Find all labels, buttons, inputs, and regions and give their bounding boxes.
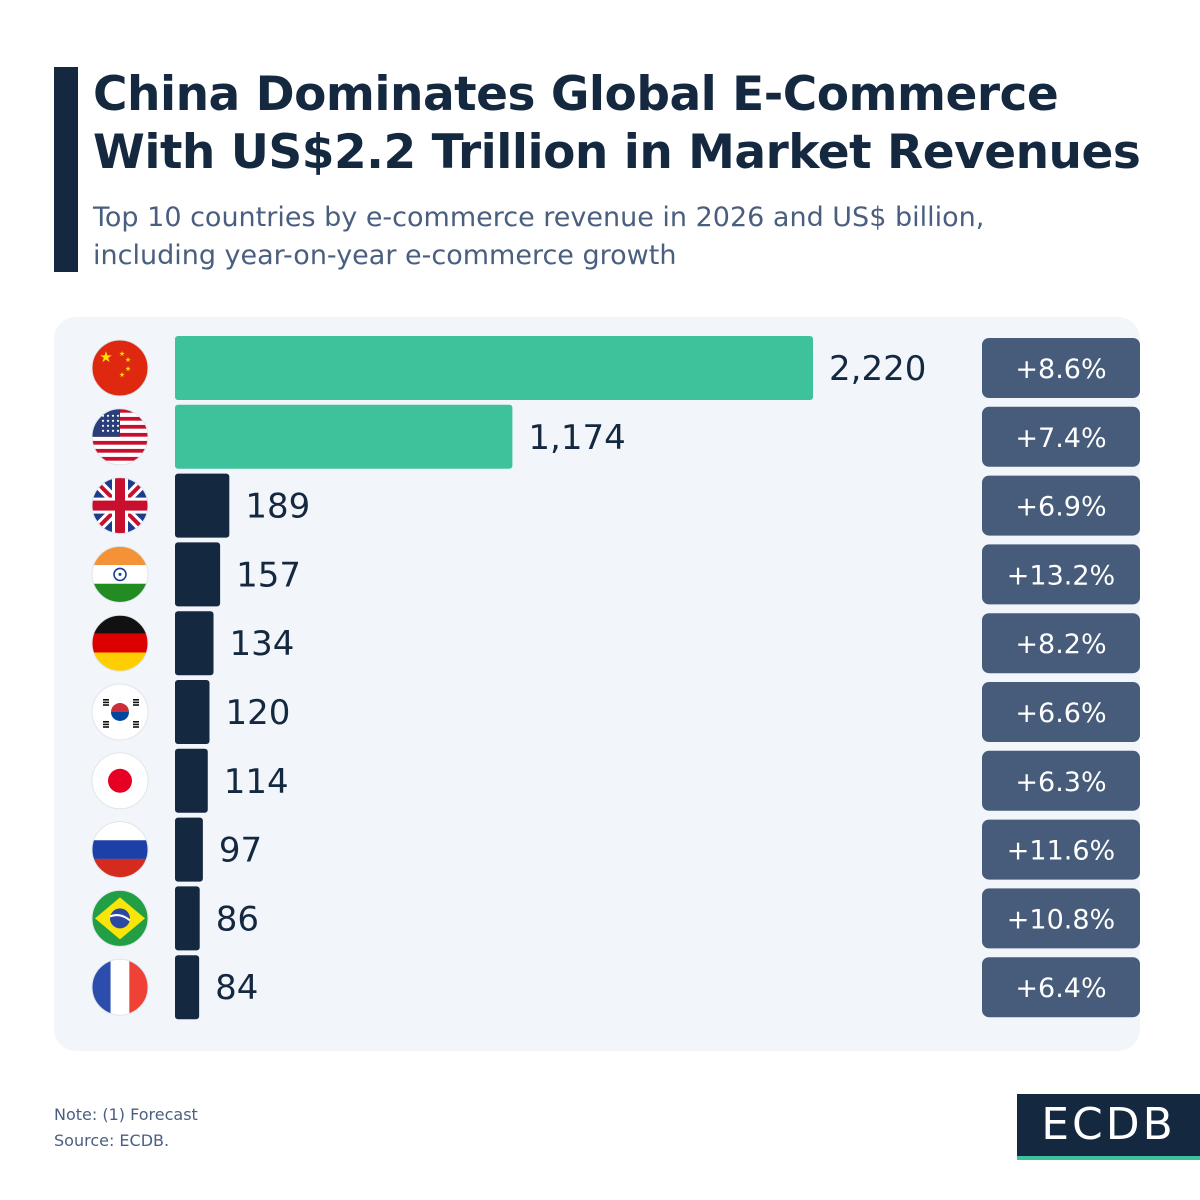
- title-accent-bar: [54, 67, 78, 272]
- value-label: 120: [225, 693, 290, 733]
- bar-france: [175, 955, 200, 1020]
- bar-south-korea: [175, 680, 210, 744]
- growth-badge: [982, 682, 1140, 742]
- svg-text:★: ★: [119, 350, 125, 358]
- subtitle-line-1: Top 10 countries by e-commerce revenue i…: [93, 202, 985, 233]
- title-line-2: With US$2.2 Trillion in Market Revenues: [93, 125, 1141, 180]
- svg-text:★: ★: [125, 365, 131, 373]
- value-label: 86: [216, 899, 259, 939]
- value-label: 84: [215, 968, 258, 1008]
- south-korea-flag-icon: [91, 683, 149, 741]
- svg-text:★: ★: [99, 348, 112, 366]
- growth-badge: [982, 544, 1140, 605]
- china-flag-icon: ★ ★★★★: [91, 339, 149, 397]
- growth-badge: [982, 338, 1140, 398]
- russia-flag-icon: [91, 821, 149, 879]
- svg-text:★: ★: [119, 371, 125, 379]
- value-label: 157: [236, 555, 301, 595]
- bar-brazil: [175, 886, 200, 951]
- source-text: Source: ECDB.: [54, 1131, 170, 1150]
- ecdb-logo: ECDB: [1017, 1094, 1200, 1160]
- bar-united-states: [175, 404, 513, 469]
- value-label: 2,220: [829, 349, 926, 389]
- growth-badge: [982, 957, 1140, 1018]
- growth-label: +10.8%: [1007, 904, 1115, 935]
- india-flag-icon: [91, 545, 149, 603]
- value-label: 134: [230, 624, 295, 664]
- bar-russia: [175, 817, 203, 882]
- growth-badge: [982, 406, 1140, 467]
- brazil-flag-icon: [91, 889, 149, 947]
- svg-text:★: ★: [125, 356, 131, 364]
- growth-label: +6.9%: [1015, 492, 1106, 523]
- growth-badge: [982, 613, 1140, 674]
- growth-label: +8.2%: [1015, 629, 1106, 660]
- growth-label: +6.3%: [1015, 767, 1106, 798]
- growth-label: +7.4%: [1015, 423, 1106, 454]
- value-label: 1,174: [528, 418, 625, 458]
- growth-label: +11.6%: [1007, 836, 1115, 867]
- subtitle: Top 10 countries by e-commerce revenue i…: [93, 199, 1173, 275]
- growth-label: +8.6%: [1015, 354, 1106, 385]
- germany-flag-icon: [91, 614, 149, 672]
- growth-label: +6.4%: [1015, 973, 1106, 1004]
- note-text: Note: (1) Forecast: [54, 1105, 198, 1124]
- growth-badge: [982, 819, 1140, 880]
- chart-panel: ★ ★ ★ ★ ★ 2,220 +8.6% 1,174 +7.4% 189 +6.9% 157 +13.…: [54, 317, 1140, 1051]
- uk-flag-icon: [91, 477, 149, 535]
- growth-label: +13.2%: [1007, 560, 1115, 591]
- growth-badge: [982, 888, 1140, 949]
- value-label: 114: [224, 762, 289, 802]
- title-line-1: China Dominates Global E-Commerce: [93, 67, 1059, 122]
- growth-badge: [982, 750, 1140, 811]
- value-label: 189: [245, 487, 310, 527]
- japan-flag-icon: [91, 752, 149, 810]
- bar-china: [175, 336, 813, 400]
- page-title: China Dominates Global E-Commerce With US…: [93, 66, 1173, 182]
- growth-badge: [982, 475, 1140, 536]
- footnote: Note: (1) Forecast Source: ECDB.: [54, 1102, 198, 1154]
- france-flag-icon: [91, 958, 149, 1016]
- subtitle-line-2: including year-on-year e-commerce growth: [93, 240, 677, 271]
- value-label: 97: [219, 831, 262, 871]
- bar-chart: ★ ★★★★ 2,220 +8.6%1,174 +7.4%189 +6.9%157 +13.…: [91, 336, 1140, 1020]
- bar-japan: [175, 748, 208, 813]
- usa-flag-icon: [91, 408, 149, 466]
- bar-united-kingdom: [175, 473, 230, 538]
- bar-india: [175, 542, 221, 607]
- bar-germany: [175, 611, 214, 676]
- growth-label: +6.6%: [1015, 698, 1106, 729]
